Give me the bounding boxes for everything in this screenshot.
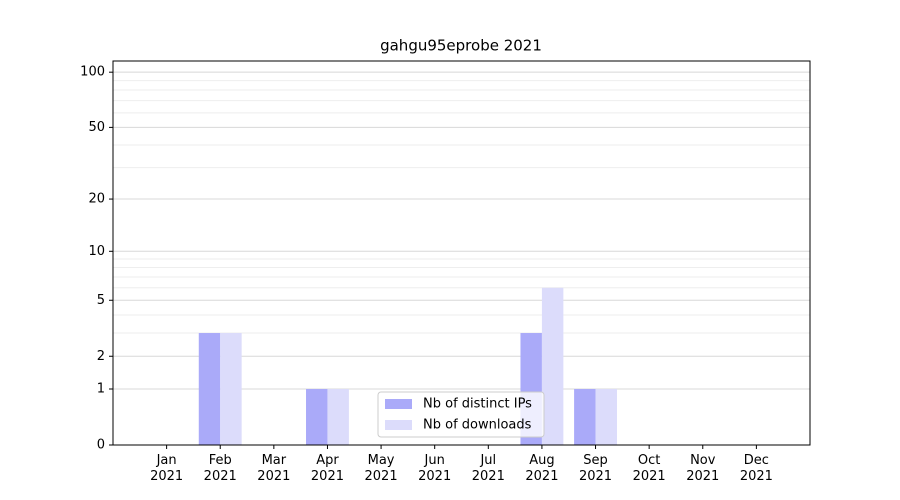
x-tick-label: Mar 2021: [257, 453, 291, 484]
bar: [541, 287, 564, 445]
x-tick-label: Sep 2021: [578, 453, 613, 484]
y-tick-label: 50: [88, 120, 105, 135]
plot-frame: [112, 60, 811, 446]
y-tick-label: 10: [88, 244, 105, 259]
bar: [595, 389, 617, 445]
legend-label: Nb of downloads: [423, 418, 532, 433]
y-tick-label: 2: [97, 349, 105, 364]
y-tick-label: 5: [97, 293, 105, 308]
x-tick-label: Dec 2021: [739, 453, 773, 484]
legend-label: Nb of distinct IPs: [423, 397, 532, 412]
x-tick-label: Jun 2021: [418, 453, 452, 484]
legend-box: [377, 391, 545, 438]
y-tick-label: 20: [88, 192, 105, 207]
x-tick-label: Feb 2021: [203, 453, 237, 484]
y-tick-label: 0: [97, 438, 105, 453]
x-tick-label: Jul 2021: [471, 453, 505, 484]
x-tick-label: Oct 2021: [632, 453, 666, 484]
y-tick-label: 1: [97, 382, 105, 397]
bar: [306, 389, 328, 445]
bar: [198, 333, 221, 445]
x-tick-label: Nov 2021: [686, 453, 720, 484]
legend-swatch: [385, 420, 412, 430]
bar: [220, 333, 242, 445]
x-tick-label: May 2021: [364, 453, 398, 484]
x-tick-label: Apr 2021: [310, 453, 344, 484]
chart-title: gahgu95eprobe 2021: [380, 37, 542, 55]
x-tick-label: Jan 2021: [150, 453, 184, 484]
legend-swatch: [385, 399, 412, 409]
x-tick-label: Aug 2021: [525, 453, 559, 484]
bar: [574, 389, 596, 445]
y-tick-label: 100: [80, 65, 105, 80]
bar: [327, 389, 349, 445]
